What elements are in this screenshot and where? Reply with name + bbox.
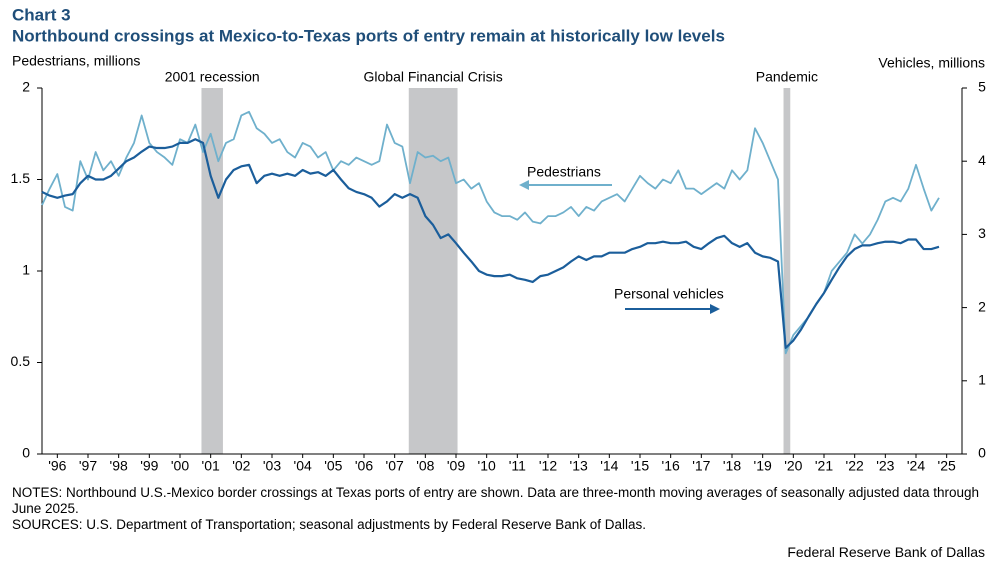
sources: SOURCES: U.S. Department of Transportati… [12,517,647,532]
x-tick-label: '98 [110,458,128,474]
period-label: 2001 recession [165,69,260,85]
y2-tick-label: 0 [978,445,986,461]
x-tick-label: '01 [202,458,220,474]
x-tick-label: '03 [263,458,281,474]
chart-title: Northbound crossings at Mexico-to-Texas … [12,26,725,45]
x-tick-label: '05 [324,458,342,474]
shaded-period [783,88,791,454]
series-line [41,138,940,349]
y-tick-label: 2 [22,79,30,95]
x-tick-label: '16 [662,458,680,474]
x-tick-label: '20 [784,458,802,474]
x-tick-label: '97 [79,458,97,474]
y-tick-label: 1.5 [11,170,31,186]
y2-tick-label: 3 [978,225,986,241]
x-tick-label: '13 [570,458,588,474]
series-line [41,110,940,355]
y2-axis-label: Vehicles, millions [878,55,985,71]
y-tick-label: 0 [22,445,30,461]
arrowhead [710,304,720,314]
x-tick-label: '99 [140,458,158,474]
y2-tick-label: 1 [978,372,986,388]
period-label: Global Financial Crisis [364,69,503,85]
shaded-period [408,88,458,454]
y2-tick-label: 2 [978,298,986,314]
period-label: Pandemic [756,69,818,85]
x-tick-label: '14 [600,458,618,474]
x-tick-label: '15 [631,458,649,474]
x-tick-label: '04 [294,458,312,474]
x-tick-label: '10 [478,458,496,474]
x-tick-label: '02 [232,458,250,474]
notes: NOTES: Northbound U.S.-Mexico border cro… [12,485,979,516]
x-tick-label: '00 [171,458,189,474]
y-axis-label: Pedestrians, millions [12,53,140,69]
x-tick-label: '18 [723,458,741,474]
x-tick-label: '06 [355,458,373,474]
x-tick-label: '24 [907,458,925,474]
series-label: Personal vehicles [614,286,724,302]
x-tick-label: '21 [815,458,833,474]
chart: Chart 3 Northbound crossings at Mexico-t… [11,5,987,474]
x-tick-label: '07 [386,458,404,474]
y-tick-label: 0.5 [11,353,31,369]
arrowhead [519,180,529,190]
shaded-period [201,88,223,454]
x-tick-label: '08 [416,458,434,474]
y2-tick-label: 5 [978,79,986,95]
x-tick-label: '19 [754,458,772,474]
chart-label: Chart 3 [12,5,71,24]
y-tick-label: 1 [22,262,30,278]
x-tick-label: '12 [539,458,557,474]
x-tick-label: '17 [692,458,710,474]
x-tick-label: '23 [876,458,894,474]
x-tick-label: '22 [846,458,864,474]
x-tick-label: '09 [447,458,465,474]
credit: Federal Reserve Bank of Dallas [787,544,985,560]
x-tick-label: '25 [938,458,956,474]
x-tick-label: '96 [48,458,66,474]
x-tick-label: '11 [509,458,526,474]
y2-tick-label: 4 [978,152,986,168]
series-label: Pedestrians [527,164,601,180]
